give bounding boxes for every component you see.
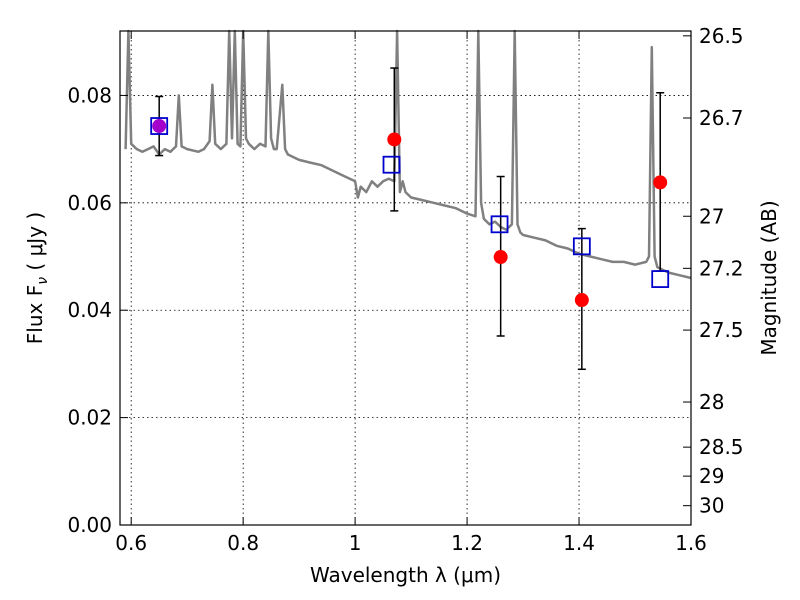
x-tick-label: 1.4 (563, 531, 595, 555)
model-photometry-square (572, 237, 591, 256)
plot-frame (119, 30, 692, 526)
y2-tick-label: 29 (699, 464, 724, 488)
y-tick-label: 0.08 (67, 83, 112, 107)
y-axis-label: Flux Fν ( μJy ) (23, 212, 51, 344)
y2-axis-label: Magnitude (AB) (757, 200, 781, 355)
y2-tick-label: 27.2 (699, 256, 744, 280)
model-photometry-square (490, 215, 509, 234)
model-photometry-squares (150, 117, 670, 288)
x-tick-label: 0.6 (115, 531, 147, 555)
observed-flux-point (574, 293, 589, 308)
y2-axis-ticks: 26.5 26.7 27 27.2 27.5 28 28.5 29 30 (683, 24, 744, 518)
x-axis-ticks: 0.6 0.8 1 1.2 1.4 1.6 (115, 31, 707, 555)
model-photometry-square (382, 155, 401, 174)
observed-flux-points (152, 119, 668, 308)
y2-tick-label: 27.5 (699, 318, 744, 342)
y2-tick-label: 26.7 (699, 106, 744, 130)
y2-tick-label: 28.5 (699, 435, 744, 459)
model-photometry-square (651, 270, 670, 288)
observed-flux-point (493, 250, 508, 265)
x-tick-label: 0.8 (227, 531, 259, 555)
x-axis-label: Wavelength λ (μm) (310, 563, 501, 587)
x-tick-label: 1.2 (451, 531, 483, 555)
observed-flux-point (387, 132, 402, 147)
y2-tick-label: 30 (699, 494, 724, 518)
y-tick-label: 0.06 (67, 191, 112, 215)
model-photometry-square (150, 117, 169, 135)
x-tick-label: 1 (349, 531, 362, 555)
y-axis-label-main: Flux F (23, 285, 47, 344)
grid-lines (120, 31, 691, 525)
model-spectrum-line (124, 29, 692, 280)
y-axis-ticks: 0.00 0.02 0.04 0.06 0.08 (67, 83, 128, 537)
observed-flux-point (653, 175, 668, 190)
y2-tick-label: 27 (699, 204, 724, 228)
y-tick-label: 0.02 (67, 406, 112, 430)
y-tick-label: 0.00 (67, 513, 112, 537)
y-axis-label-unit: ( μJy ) (23, 212, 47, 277)
x-tick-label: 1.6 (675, 531, 707, 555)
y-axis-label-subscript: ν (35, 277, 51, 285)
model-spectrum (124, 29, 692, 280)
y-tick-label: 0.04 (67, 298, 112, 322)
observed-flux-point (152, 119, 167, 134)
y2-tick-label: 28 (699, 390, 724, 414)
y2-tick-label: 26.5 (699, 24, 744, 48)
